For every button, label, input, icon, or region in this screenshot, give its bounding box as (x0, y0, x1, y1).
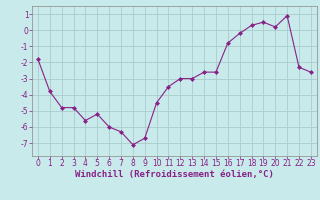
X-axis label: Windchill (Refroidissement éolien,°C): Windchill (Refroidissement éolien,°C) (75, 170, 274, 179)
